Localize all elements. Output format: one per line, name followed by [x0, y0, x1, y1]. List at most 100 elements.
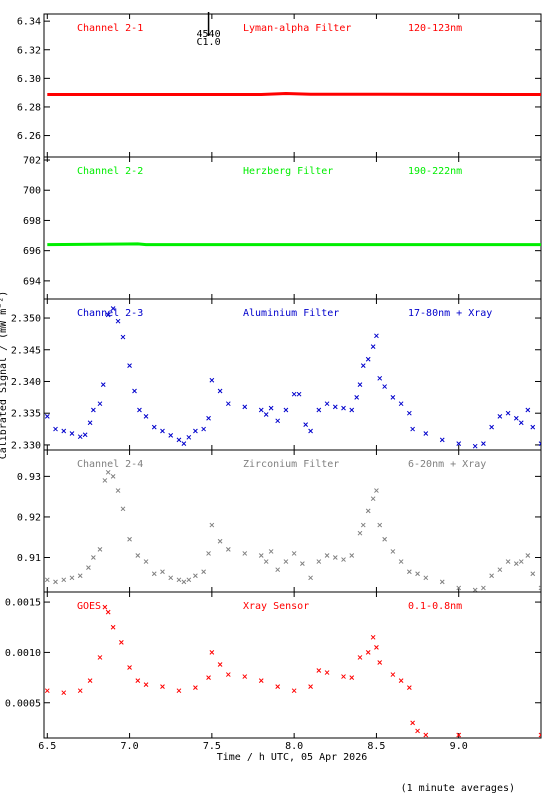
data-point	[390, 394, 396, 400]
data-point	[201, 426, 206, 432]
y-tick-label: 2.330	[11, 440, 41, 451]
data-point	[530, 571, 536, 577]
x-tick-label: 9.0	[450, 741, 468, 752]
y-tick-label: 0.92	[17, 512, 41, 523]
data-point	[135, 553, 141, 558]
data-point	[217, 538, 223, 544]
data-point	[410, 720, 415, 726]
data-point	[365, 356, 371, 362]
y-tick-label: 700	[23, 186, 41, 197]
data-point	[135, 678, 141, 683]
data-point	[217, 388, 223, 394]
data-point	[100, 382, 106, 388]
data-point	[118, 639, 124, 645]
data-point	[87, 420, 93, 426]
data-point	[275, 418, 281, 424]
data-point	[456, 732, 462, 738]
data-point	[324, 401, 330, 407]
annotation-label: C1.0	[197, 37, 221, 48]
y-tick-label: 6.26	[17, 131, 41, 142]
data-point	[341, 557, 346, 562]
data-point	[357, 655, 363, 660]
data-point	[377, 375, 383, 381]
data-point	[406, 410, 412, 416]
data-point	[308, 684, 313, 690]
data-point	[296, 391, 302, 397]
data-point	[258, 678, 264, 683]
data-point	[525, 407, 531, 413]
data-point	[365, 508, 371, 514]
y-tick-label: 0.0015	[5, 598, 41, 609]
data-point	[151, 571, 157, 577]
data-point	[176, 437, 182, 443]
data-point	[349, 675, 355, 680]
data-point	[209, 650, 215, 655]
y-tick-label: 2.340	[11, 377, 41, 388]
data-point	[181, 441, 187, 447]
panel-label: 190-222nm	[408, 166, 462, 177]
panel-frame	[43, 449, 542, 593]
data-point	[415, 728, 420, 734]
data-point	[105, 469, 111, 475]
data-point	[206, 551, 211, 556]
data-point	[217, 662, 223, 667]
panel-label: Xray Sensor	[243, 601, 309, 612]
data-point	[102, 478, 108, 483]
data-point	[69, 431, 75, 436]
data-point	[398, 559, 404, 564]
data-point	[332, 404, 338, 410]
y-tick-label: 2.345	[11, 345, 41, 356]
data-point	[143, 559, 149, 564]
y-tick-label: 694	[23, 276, 41, 287]
data-point	[160, 569, 165, 575]
panel-label: Herzberg Filter	[243, 166, 333, 177]
data-point	[91, 407, 96, 413]
panel-label: Lyman-alpha Filter	[243, 23, 351, 34]
y-tick-label: 696	[23, 246, 41, 257]
data-point	[61, 428, 67, 434]
data-point	[505, 559, 511, 564]
data-point	[242, 674, 248, 679]
data-point	[360, 522, 366, 528]
data-point	[497, 567, 503, 573]
series-group	[47, 91, 541, 96]
data-point	[110, 474, 116, 479]
data-point	[225, 547, 231, 552]
data-point	[538, 732, 541, 738]
data-point	[242, 551, 248, 556]
data-point	[275, 567, 281, 573]
data-point	[127, 363, 132, 368]
data-point	[423, 575, 429, 581]
data-point	[513, 561, 519, 566]
data-point	[538, 441, 541, 447]
data-point	[176, 688, 182, 694]
x-tick-label: 6.5	[38, 741, 56, 752]
data-point	[127, 536, 132, 542]
data-point	[77, 573, 83, 579]
data-point	[316, 407, 322, 413]
data-point	[181, 579, 187, 585]
data-point	[316, 559, 322, 564]
y-tick-label: 6.32	[17, 45, 41, 56]
data-point	[91, 555, 96, 560]
data-point	[86, 565, 91, 571]
data-point	[283, 407, 289, 413]
data-point	[263, 559, 269, 564]
data-point	[242, 404, 248, 410]
data-point	[300, 561, 305, 566]
data-point	[275, 684, 281, 690]
data-point	[268, 405, 274, 411]
data-point	[360, 363, 366, 368]
data-point	[168, 575, 174, 581]
data-point	[377, 660, 383, 665]
data-point	[538, 585, 541, 591]
data-point	[82, 432, 88, 438]
panel-1: 6.26 6.28 6.30 6.32 6.34 Channel 2-1 Lyman-alp…	[17, 12, 542, 158]
data-point	[44, 414, 50, 419]
y-tick-label: 0.0005	[5, 698, 41, 709]
series-line	[47, 91, 541, 96]
data-point	[53, 426, 58, 432]
data-point	[370, 344, 376, 349]
